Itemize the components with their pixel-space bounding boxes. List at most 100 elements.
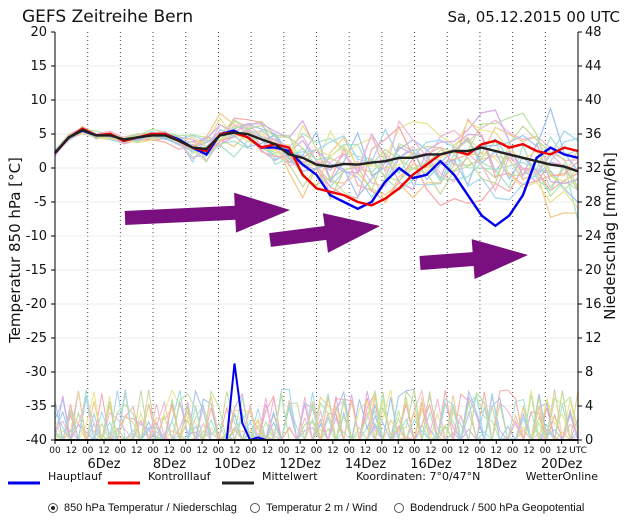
y-axis-label: Temperatur 850 hPa [°C] bbox=[6, 157, 24, 344]
x-tick-label: 00 bbox=[213, 446, 225, 456]
x-tick-label: 00 bbox=[311, 446, 323, 456]
chart-title: GEFS Zeitreihe Bern bbox=[22, 7, 193, 27]
arrow-annotation bbox=[124, 192, 290, 233]
run-time: Sa, 05.12.2015 00 UTC bbox=[448, 8, 621, 26]
y2-tick-label: 36 bbox=[585, 127, 602, 142]
y-tick-label: 10 bbox=[30, 93, 47, 108]
radio-icon[interactable] bbox=[250, 503, 260, 513]
y2-axis-label: Niederschlag [mm/6h] bbox=[601, 152, 619, 320]
x-tick-label: 00 bbox=[442, 446, 454, 456]
y-tick-label: 0 bbox=[39, 161, 47, 176]
x-tick-label: 00 bbox=[82, 446, 94, 456]
y2-tick-label: 32 bbox=[585, 161, 602, 176]
y2-tick-label: 44 bbox=[585, 59, 602, 74]
option-850hpa[interactable]: 850 hPa Temperatur / Niederschlag bbox=[48, 502, 237, 514]
y-tick-label: -20 bbox=[26, 297, 47, 312]
x-tick-label: 12 bbox=[294, 446, 305, 456]
y2-tick-label: 28 bbox=[585, 195, 602, 210]
y-tick-label: -25 bbox=[26, 331, 47, 346]
x-tick-label: 00 bbox=[147, 446, 159, 456]
x-tick-label: 00 bbox=[180, 446, 192, 456]
y2-tick-label: 4 bbox=[585, 399, 593, 414]
x-tick-label: 12 bbox=[425, 446, 436, 456]
y2-tick-label: 20 bbox=[585, 263, 602, 278]
arrows bbox=[124, 192, 528, 279]
x-tick-label: 12 bbox=[262, 446, 273, 456]
x-day-label: 20Dez bbox=[541, 457, 583, 472]
x-tick-label: 00 bbox=[49, 446, 61, 456]
x-day-label: 14Dez bbox=[345, 457, 387, 472]
ensemble-precip-line bbox=[54, 389, 578, 442]
x-tick-label: UTC bbox=[569, 446, 587, 456]
x-tick-label: 00 bbox=[540, 446, 552, 456]
x-tick-label: 00 bbox=[409, 446, 421, 456]
option-temp-2m[interactable]: Temperatur 2 m / Wind bbox=[250, 502, 377, 514]
y-tick-label: -40 bbox=[26, 433, 47, 448]
ensemble-member-line bbox=[54, 106, 579, 198]
legend: Hauptlauf Kontrolllauf Mittelwert Koordi… bbox=[8, 470, 599, 485]
legend-mittelwert: Mittelwert bbox=[262, 470, 318, 483]
y2-tick-label: 8 bbox=[585, 365, 593, 380]
x-tick-label: 00 bbox=[278, 446, 290, 456]
ensemble-member-line bbox=[54, 118, 579, 196]
x-day-label: 18Dez bbox=[476, 457, 518, 472]
x-tick-label: 12 bbox=[229, 446, 240, 456]
x-tick-label: 12 bbox=[360, 446, 371, 456]
x-tick-label: 12 bbox=[392, 446, 403, 456]
arrow-annotation bbox=[269, 213, 380, 253]
ensemble-member-line bbox=[54, 118, 579, 199]
x-tick-label: 00 bbox=[507, 446, 519, 456]
y-tick-label: -15 bbox=[26, 263, 47, 278]
x-day-label: 16Dez bbox=[410, 457, 452, 472]
y2-tick-label: 40 bbox=[585, 93, 602, 108]
y-tick-label: -5 bbox=[34, 195, 47, 210]
legend-source: WetterOnline bbox=[526, 470, 599, 483]
x-tick-label: 12 bbox=[458, 446, 469, 456]
y2-tick-label: 16 bbox=[585, 297, 602, 312]
x-tick-label: 12 bbox=[327, 446, 338, 456]
series-line-mittelwert bbox=[54, 128, 579, 173]
x-day-label: 8Dez bbox=[153, 457, 186, 472]
option-label: Temperatur 2 m / Wind bbox=[266, 502, 378, 514]
x-tick-label: 00 bbox=[343, 446, 355, 456]
y2-tick-label: 0 bbox=[585, 433, 593, 448]
legend-kontrolllauf: Kontrolllauf bbox=[148, 470, 212, 483]
y-tick-label: 5 bbox=[39, 127, 47, 142]
x-tick-label: 12 bbox=[164, 446, 175, 456]
radio-icon[interactable] bbox=[394, 503, 404, 513]
x-tick-label: 00 bbox=[376, 446, 388, 456]
axes: 20151050-5-10-15-20-25-30-35-40484440363… bbox=[26, 25, 602, 472]
view-options: 850 hPa Temperatur / Niederschlag Temper… bbox=[0, 498, 628, 522]
option-label: Bodendruck / 500 hPa Geopotential bbox=[410, 502, 585, 514]
ensemble-members bbox=[54, 106, 579, 442]
y-tick-label: 15 bbox=[30, 59, 47, 74]
x-day-label: 10Dez bbox=[214, 457, 256, 472]
y-tick-label: -35 bbox=[26, 399, 47, 414]
temperature-lines bbox=[54, 127, 579, 228]
legend-coordinates: Koordinaten: 7°0/47°N bbox=[356, 470, 480, 483]
x-tick-label: 12 bbox=[556, 446, 567, 456]
x-tick-label: 12 bbox=[66, 446, 77, 456]
y2-tick-label: 24 bbox=[585, 229, 602, 244]
arrow-annotation bbox=[419, 239, 528, 279]
radio-icon[interactable] bbox=[48, 503, 58, 513]
x-tick-label: 00 bbox=[115, 446, 127, 456]
x-tick-label: 12 bbox=[131, 446, 142, 456]
y-tick-label: -10 bbox=[26, 229, 47, 244]
ensemble-member-line bbox=[54, 120, 579, 183]
x-tick-label: 12 bbox=[196, 446, 207, 456]
x-tick-label: 00 bbox=[474, 446, 486, 456]
x-tick-label: 12 bbox=[491, 446, 502, 456]
option-pressure[interactable]: Bodendruck / 500 hPa Geopotential bbox=[394, 502, 584, 514]
x-day-label: 6Dez bbox=[87, 457, 120, 472]
legend-hauptlauf: Hauptlauf bbox=[48, 470, 103, 483]
option-label: 850 hPa Temperatur / Niederschlag bbox=[64, 502, 237, 514]
x-tick-label: 12 bbox=[98, 446, 109, 456]
y2-tick-label: 12 bbox=[585, 331, 602, 346]
y-tick-label: 20 bbox=[30, 25, 47, 40]
y-tick-label: -30 bbox=[26, 365, 47, 380]
x-day-label: 12Dez bbox=[279, 457, 321, 472]
y2-tick-label: 48 bbox=[585, 25, 602, 40]
x-tick-label: 00 bbox=[245, 446, 257, 456]
